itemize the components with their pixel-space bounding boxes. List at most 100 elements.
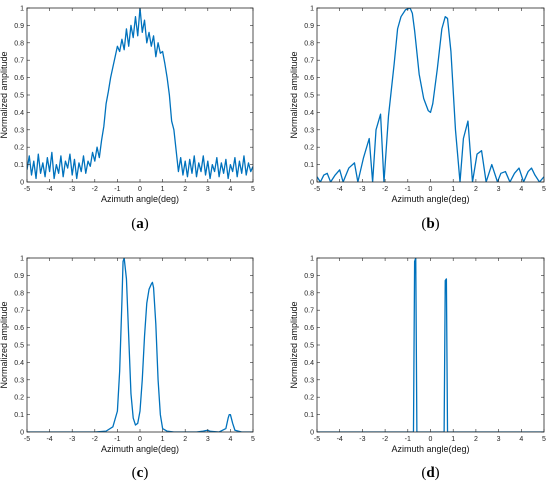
y-tick-label: 1 bbox=[20, 6, 24, 13]
x-tick-label: -3 bbox=[359, 436, 365, 443]
panel-caption: (b) bbox=[421, 216, 439, 232]
y-tick-label: 0.4 bbox=[304, 360, 314, 367]
y-axis-label: Normalized amplitude bbox=[0, 51, 9, 138]
x-tick-label: 4 bbox=[228, 436, 232, 443]
y-tick-label: 0.7 bbox=[14, 58, 24, 65]
y-tick-label: 0.9 bbox=[14, 273, 24, 280]
y-axis-label: Normalized amplitude bbox=[289, 51, 299, 138]
y-tick-label: 0.5 bbox=[14, 343, 24, 350]
x-tick-label: 2 bbox=[474, 186, 478, 193]
plot-area bbox=[317, 8, 544, 182]
y-tick-label: 0.9 bbox=[304, 23, 314, 30]
y-tick-label: 0.5 bbox=[304, 93, 314, 100]
y-tick-label: 0.6 bbox=[14, 75, 24, 82]
y-tick-label: 0.8 bbox=[14, 290, 24, 297]
x-tick-label: -2 bbox=[382, 436, 388, 443]
x-tick-label: -1 bbox=[405, 186, 411, 193]
y-tick-label: 0.4 bbox=[14, 110, 24, 117]
x-tick-label: 5 bbox=[542, 436, 546, 443]
y-tick-label: 0 bbox=[20, 180, 24, 187]
x-tick-label: 2 bbox=[183, 436, 187, 443]
y-tick-label: 1 bbox=[310, 256, 314, 263]
plot-area bbox=[317, 258, 544, 432]
series-line-b-0 bbox=[317, 8, 544, 182]
x-tick-label: 5 bbox=[251, 186, 255, 193]
y-tick-label: 0.6 bbox=[304, 75, 314, 82]
x-axis-label: Azimuth angle(deg) bbox=[391, 444, 469, 454]
y-tick-label: 0.2 bbox=[14, 145, 24, 152]
series-line-c-0 bbox=[27, 258, 253, 432]
x-tick-label: 4 bbox=[228, 186, 232, 193]
x-tick-label: -5 bbox=[24, 186, 30, 193]
panel-caption: (c) bbox=[132, 465, 149, 481]
x-tick-label: -5 bbox=[314, 186, 320, 193]
x-tick-label: 2 bbox=[183, 186, 187, 193]
x-tick-label: 1 bbox=[161, 436, 165, 443]
y-tick-label: 1 bbox=[310, 6, 314, 13]
chart-panel-b: -5 -4 -3 -2 -1 0 1 2 3 4 5 0 0.1 0.2 0.3 0.4 0.5 0.6 0.7 0.… bbox=[289, 6, 546, 233]
x-tick-label: -3 bbox=[69, 186, 75, 193]
x-tick-label: -2 bbox=[92, 436, 98, 443]
y-tick-label: 0 bbox=[20, 430, 24, 437]
x-tick-label: -4 bbox=[46, 186, 52, 193]
chart-panel-d: -5 -4 -3 -2 -1 0 1 2 3 4 5 0 0.1 0.2 0.3 0.4 0.5 0.6 0.7 0.… bbox=[289, 256, 546, 482]
panel-caption: (a) bbox=[131, 216, 149, 232]
y-tick-label: 0 bbox=[310, 430, 314, 437]
x-tick-label: -3 bbox=[359, 186, 365, 193]
y-tick-label: 0.8 bbox=[14, 40, 24, 47]
series-line-d-0 bbox=[317, 258, 544, 432]
y-tick-label: 0 bbox=[310, 180, 314, 187]
x-tick-label: 3 bbox=[497, 436, 501, 443]
y-tick-label: 0.2 bbox=[14, 395, 24, 402]
plot-area bbox=[27, 8, 253, 182]
x-tick-label: -3 bbox=[69, 436, 75, 443]
y-tick-label: 0.8 bbox=[304, 290, 314, 297]
y-tick-label: 0.1 bbox=[14, 412, 24, 419]
x-tick-label: 0 bbox=[429, 436, 433, 443]
y-tick-label: 0.2 bbox=[304, 145, 314, 152]
x-tick-label: 5 bbox=[251, 436, 255, 443]
y-tick-label: 0.3 bbox=[14, 127, 24, 134]
x-tick-label: 4 bbox=[519, 436, 523, 443]
chart-panel-a: -5 -4 -3 -2 -1 0 1 2 3 4 5 0 0.1 0.2 0.3 0.4 0.5 0.6 0.7 0.… bbox=[0, 6, 255, 233]
x-tick-label: 1 bbox=[451, 436, 455, 443]
x-axis-label: Azimuth angle(deg) bbox=[391, 194, 469, 204]
y-axis-label: Normalized amplitude bbox=[289, 301, 299, 388]
y-tick-label: 0.7 bbox=[304, 308, 314, 315]
y-tick-label: 0.5 bbox=[304, 343, 314, 350]
y-tick-label: 0.3 bbox=[304, 127, 314, 134]
y-tick-label: 0.3 bbox=[14, 377, 24, 384]
x-tick-label: 1 bbox=[161, 186, 165, 193]
y-tick-label: 0.1 bbox=[14, 162, 24, 169]
y-tick-label: 0.3 bbox=[304, 377, 314, 384]
series-line-a-0 bbox=[27, 8, 253, 180]
y-tick-label: 0.6 bbox=[304, 325, 314, 332]
x-tick-label: 0 bbox=[138, 186, 142, 193]
x-tick-label: -4 bbox=[337, 436, 343, 443]
x-tick-label: 3 bbox=[497, 186, 501, 193]
x-tick-label: -1 bbox=[114, 186, 120, 193]
x-tick-label: -2 bbox=[92, 186, 98, 193]
panel-caption: (d) bbox=[421, 465, 439, 481]
x-tick-label: -1 bbox=[114, 436, 120, 443]
y-tick-label: 0.9 bbox=[14, 23, 24, 30]
x-tick-label: 0 bbox=[138, 436, 142, 443]
x-tick-label: 2 bbox=[474, 436, 478, 443]
x-tick-label: 0 bbox=[429, 186, 433, 193]
y-tick-label: 0.7 bbox=[14, 308, 24, 315]
y-axis-label: Normalized amplitude bbox=[0, 301, 9, 388]
y-tick-label: 1 bbox=[20, 256, 24, 263]
x-tick-label: -2 bbox=[382, 186, 388, 193]
x-axis-label: Azimuth angle(deg) bbox=[101, 194, 179, 204]
x-tick-label: 5 bbox=[542, 186, 546, 193]
y-tick-label: 0.8 bbox=[304, 40, 314, 47]
x-tick-label: 4 bbox=[519, 186, 523, 193]
y-tick-label: 0.7 bbox=[304, 58, 314, 65]
x-tick-label: -1 bbox=[405, 436, 411, 443]
y-tick-label: 0.1 bbox=[304, 162, 314, 169]
x-tick-label: -5 bbox=[24, 436, 30, 443]
y-tick-label: 0.6 bbox=[14, 325, 24, 332]
y-tick-label: 0.4 bbox=[14, 360, 24, 367]
y-tick-label: 0.5 bbox=[14, 93, 24, 100]
